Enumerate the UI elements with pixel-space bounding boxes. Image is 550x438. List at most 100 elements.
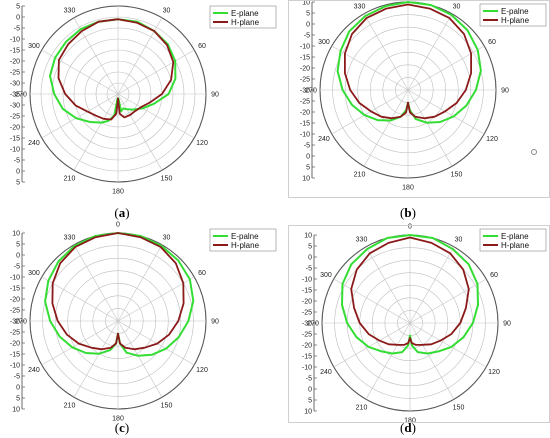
radial-tick-label: 5: [16, 395, 20, 402]
angle-tick-label: 240: [318, 136, 330, 143]
grid-spoke: [117, 244, 163, 322]
radial-tick-label: -5: [14, 25, 20, 32]
polar-chart-a: 0 30 60 90 120 150 180 210 240 270 300 330 5 0 -5 -10 -1…: [0, 0, 280, 202]
polar-grid: [319, 1, 497, 179]
grid-spoke: [41, 276, 119, 322]
angle-tick-label: 0: [116, 0, 120, 2]
radial-tick-label: 5: [16, 3, 20, 10]
angle-tick-label: 180: [404, 418, 416, 425]
grid-spoke: [407, 13, 453, 91]
radial-axis: 10 5 0 -5 -10 -15 -20 -25 -30 -25 -20 -15 -10 -5 0 5 10: [10, 230, 25, 413]
angle-tick-label: 60: [488, 39, 496, 46]
radial-tick-label: 0: [16, 252, 20, 259]
panel-label-c: (c): [114, 420, 130, 435]
grid-spoke: [365, 246, 411, 324]
radial-tick-label: -25: [300, 98, 310, 105]
series-line-e-plane: [341, 234, 479, 355]
radial-tick-label: 5: [308, 243, 312, 250]
radial-tick-label: 0: [308, 254, 312, 261]
radial-tick-label: -30: [10, 102, 20, 109]
radial-tick-label: 10: [12, 406, 20, 413]
angle-tick-label: 60: [490, 272, 498, 279]
angle-tick-label: 300: [320, 272, 332, 279]
radial-tick-label: 10: [304, 232, 312, 239]
angle-tick-label: 120: [196, 367, 208, 374]
angle-tick-label: 210: [64, 176, 76, 183]
radial-tick-label: -5: [306, 265, 312, 272]
angle-tick-label: 90: [211, 319, 219, 326]
radial-tick-label: 0: [16, 14, 20, 21]
angle-tick-label: 330: [354, 3, 366, 10]
radial-tick-label: -10: [10, 146, 20, 153]
angle-tick-label: 0: [116, 222, 120, 229]
radial-tick-label: 5: [16, 241, 20, 248]
grid-spoke: [363, 13, 409, 91]
radial-tick-label: 5: [306, 164, 310, 171]
radial-tick-label: -15: [10, 47, 20, 54]
grid-spoke: [407, 89, 453, 167]
angle-tick-label: 150: [453, 405, 465, 412]
grid-spoke: [331, 45, 409, 91]
radial-tick-label: -10: [10, 274, 20, 281]
angle-tick-label: 120: [486, 136, 498, 143]
angle-tick-label: 30: [163, 234, 171, 241]
radial-tick-label: -25: [302, 309, 312, 316]
angle-tick-label: 180: [112, 189, 124, 196]
grid-spoke: [41, 320, 119, 366]
angle-tick-label: 240: [28, 140, 40, 147]
radial-tick-label: 0: [306, 21, 310, 28]
radial-tick-label: -15: [300, 120, 310, 127]
polar-svg: 0 30 60 90 120 150 180 210 240 270 300 330 10 5 0 -5 -10…: [10, 222, 277, 423]
angle-tick-label: 30: [163, 7, 171, 14]
angle-tick-label: 90: [503, 321, 511, 328]
radial-tick-label: -25: [302, 331, 312, 338]
legend-entry: E-palne: [501, 7, 529, 16]
angle-tick-label: 330: [64, 234, 76, 241]
angle-tick-label: 300: [318, 39, 330, 46]
angle-tick-label: 330: [356, 236, 368, 243]
angle-tick-label: 270: [15, 319, 27, 326]
panel-label-a: (a): [114, 205, 130, 220]
radial-tick-label: -15: [10, 135, 20, 142]
radial-tick-label: 5: [16, 179, 20, 186]
grid-spoke: [73, 93, 119, 171]
polar-chart-b: 0 30 60 90 120 150 180 210 240 270 300 330 10 5 0 -5 -10…: [288, 0, 550, 198]
grid-spoke: [409, 246, 455, 324]
radial-tick-label: -15: [302, 287, 312, 294]
polar-chart-d: 0 30 60 90 120 150 180 210 240 270 300 330 10 5 0 -5 -10…: [288, 224, 550, 425]
angle-tick-label: 30: [455, 236, 463, 243]
radial-tick-label: -5: [304, 32, 310, 39]
radial-axis: 5 0 -5 -10 -15 -20 -25 -30 -35 -30 -25 -20 -15 -10 -5 0…: [10, 3, 25, 186]
angle-tick-label: 210: [356, 405, 368, 412]
legend-entry: H-plane: [231, 18, 260, 27]
angle-tick-label: 180: [112, 416, 124, 423]
radial-tick-label: -5: [14, 373, 20, 380]
radial-tick-label: -5: [304, 142, 310, 149]
radial-tick-label: -15: [302, 353, 312, 360]
radial-tick-label: -30: [10, 318, 20, 325]
legend-entry: E-plane: [231, 9, 259, 18]
radial-axis: 10 5 0 -5 -10 -15 -20 -25 -30 -25 -20 -15 -10 -5 0 5 10: [302, 232, 317, 415]
grid-spoke: [407, 89, 485, 135]
series-line-h-plane: [344, 3, 472, 120]
angle-tick-label: 120: [196, 140, 208, 147]
grid-spoke: [331, 89, 409, 135]
radial-tick-label: 10: [304, 408, 312, 415]
radial-tick-label: -20: [302, 298, 312, 305]
radial-tick-label: -10: [302, 276, 312, 283]
radial-tick-label: -30: [10, 80, 20, 87]
grid-spoke: [117, 93, 195, 139]
angle-tick-label: 90: [501, 88, 509, 95]
grid-spoke: [333, 278, 411, 324]
angle-tick-label: 150: [161, 403, 173, 410]
legend-entry: E-plane: [501, 232, 529, 241]
grid-spoke: [117, 93, 163, 171]
polar-svg: 0 30 60 90 120 150 180 210 240 270 300 330 5 0 -5 -10 -1…: [10, 0, 277, 196]
radial-axis: 10 5 0 -5 -10 -15 -20 -25 -30 -25 -20 -15 -10 -5 0 5 10: [300, 0, 315, 182]
radial-tick-label: 0: [306, 153, 310, 160]
grid-spoke: [333, 322, 411, 368]
radial-tick-label: -5: [14, 157, 20, 164]
radial-tick-label: -25: [10, 69, 20, 76]
radial-tick-label: -20: [300, 109, 310, 116]
radial-tick-label: -10: [300, 43, 310, 50]
